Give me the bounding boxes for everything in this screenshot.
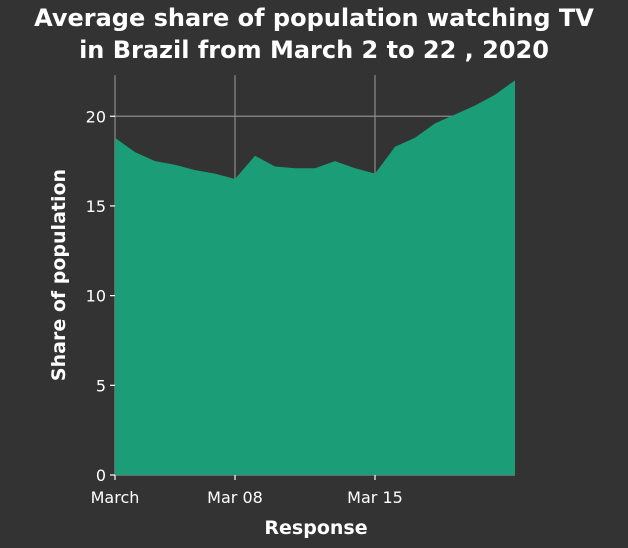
y-axis-label: Share of population — [48, 169, 70, 381]
y-tick-label-0: 0 — [96, 466, 106, 485]
x-tick-label-2: Mar 15 — [347, 488, 403, 507]
x-axis-label: Response — [264, 517, 367, 539]
y-tick-label-1: 5 — [96, 376, 106, 395]
x-tick-label-0: March — [91, 488, 140, 507]
chart-title-line-2: in Brazil from March 2 to 22 , 2020 — [79, 36, 549, 64]
x-tick-label-1: Mar 08 — [207, 488, 263, 507]
axis-layer: 0 5 10 15 20 March Mar 08 Mar 15 — [86, 107, 403, 507]
chart-title-line-1: Average share of population watching TV — [34, 4, 594, 32]
y-tick-label-2: 10 — [86, 287, 106, 306]
area-series — [115, 80, 515, 475]
y-tick-label-4: 20 — [86, 107, 106, 126]
y-tick-label-3: 15 — [86, 197, 106, 216]
